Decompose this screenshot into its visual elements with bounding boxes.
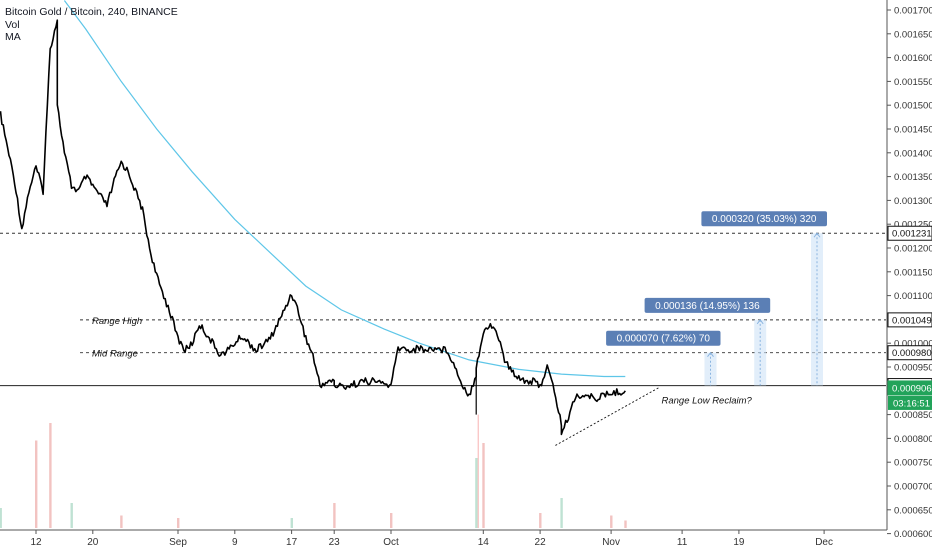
price-series-line[interactable] (0, 19, 626, 436)
y-tick-label: 0.000800 (894, 434, 932, 445)
y-tick-label: 0.001200 (894, 244, 932, 255)
volume-bar (624, 520, 627, 528)
y-tick-label: 0.001300 (894, 196, 932, 207)
y-tick-label: 0.001400 (894, 148, 932, 159)
y-tick-label: 0.001150 (894, 267, 932, 278)
price-series-layer (0, 19, 626, 528)
countdown-label: 03:16:51 (893, 398, 930, 409)
projection-label-box (644, 297, 771, 313)
y-tick-label: 0.000750 (894, 458, 932, 469)
price-tag[interactable] (887, 380, 932, 396)
volume-bar (0, 508, 2, 528)
volume-bar (539, 513, 542, 528)
projection-label: 0.000136 (14.95%) 136 (655, 301, 760, 312)
x-tick-label: Nov (602, 537, 620, 548)
volume-bar (482, 443, 485, 528)
y-tick-label: 0.001000 (894, 339, 932, 350)
projection-arrow-icon (707, 351, 714, 358)
y-tick-label: 0.000700 (894, 482, 932, 493)
x-tick-label: Dec (815, 537, 833, 548)
volume-bar (290, 518, 293, 528)
y-tick-label: 0.001550 (894, 77, 932, 88)
x-tick-label: 14 (478, 537, 490, 548)
y-tick-label: 0.001350 (894, 172, 932, 183)
volume-bar (120, 515, 123, 528)
volume-indicator-label[interactable]: Vol (5, 18, 20, 31)
projection-arrow-icon (813, 232, 821, 238)
volume-bar (35, 440, 38, 528)
countdown-tag[interactable] (888, 395, 932, 410)
x-tick-label: 12 (30, 537, 42, 548)
ma-indicator-label[interactable]: MA (5, 31, 21, 43)
price-tag[interactable] (887, 312, 932, 328)
x-tick-label: 22 (535, 537, 547, 548)
price-axis-background[interactable] (887, 0, 932, 550)
projection-label-box (606, 330, 721, 346)
x-tick-label: Oct (383, 537, 399, 548)
y-tick-label: 0.000600 (894, 529, 932, 540)
x-tick-label: 11 (677, 537, 688, 548)
y-tick-label: 0.001500 (894, 101, 932, 112)
rising-trendline[interactable] (555, 386, 660, 446)
y-tick-label: 0.001450 (894, 125, 932, 136)
volume-bars (0, 423, 627, 528)
annotation-lines (0, 232, 886, 446)
price-tag[interactable] (887, 345, 932, 361)
price-tag-label: 0.000980 (892, 348, 932, 359)
y-tick-label: 0.001650 (894, 29, 932, 40)
volume-bar (49, 423, 52, 528)
y-tick-label: 0.000850 (894, 410, 932, 421)
y-tick-label: 0.001100 (894, 291, 932, 302)
y-tick-label: 0.000950 (894, 363, 932, 374)
projection-label: 0.000320 (35.03%) 320 (712, 214, 817, 225)
chart-legend: Bitcoin Gold / Bitcoin, 240, BINANCE Vol… (5, 6, 178, 44)
x-tick-label: 20 (87, 537, 99, 548)
projection-arrow-icon (756, 319, 764, 325)
volume-bar (333, 503, 336, 528)
projection-label-box (701, 211, 827, 227)
range-high-label[interactable]: Range High (92, 316, 142, 327)
volume-bar (560, 498, 563, 528)
moving-average-line[interactable] (63, 0, 626, 378)
annotation-labels: Range High Mid Range Range Low Reclaim? (92, 316, 753, 407)
projection-label: 0.000070 (7.62%) 70 (617, 334, 711, 345)
y-tick-label: 0.000650 (894, 505, 932, 516)
price-tag[interactable] (887, 225, 932, 241)
x-tick-label: 9 (232, 537, 238, 548)
volume-bar (475, 458, 478, 528)
y-tick-label: 0.001600 (894, 53, 932, 64)
projection-bars: 0.000070 (7.62%) 70 0.000136 (14.95%) 136… (606, 211, 827, 386)
range-low-reclaim-label[interactable]: Range Low Reclaim? (662, 396, 753, 407)
symbol-title[interactable]: Bitcoin Gold / Bitcoin, 240, BINANCE (5, 6, 178, 18)
volume-bar (70, 503, 73, 528)
volume-bar (177, 518, 180, 528)
x-tick-label: 19 (733, 537, 745, 548)
mid-range-label[interactable]: Mid Range (92, 349, 138, 360)
price-tag-label: 0.000906 (892, 383, 932, 394)
price-tag-label: 0.001231 (892, 229, 932, 240)
x-tick-label: 17 (286, 537, 298, 548)
price-tag-label: 0.001049 (892, 315, 932, 326)
x-tick-label: Sep (169, 537, 187, 548)
y-tick-label: 0.001700 (894, 6, 932, 17)
y-tick-label: 0.001250 (894, 220, 932, 231)
moving-average-layer (63, 0, 626, 378)
volume-bar (610, 515, 613, 528)
x-tick-label: 23 (329, 537, 341, 548)
volume-bar (390, 513, 393, 528)
